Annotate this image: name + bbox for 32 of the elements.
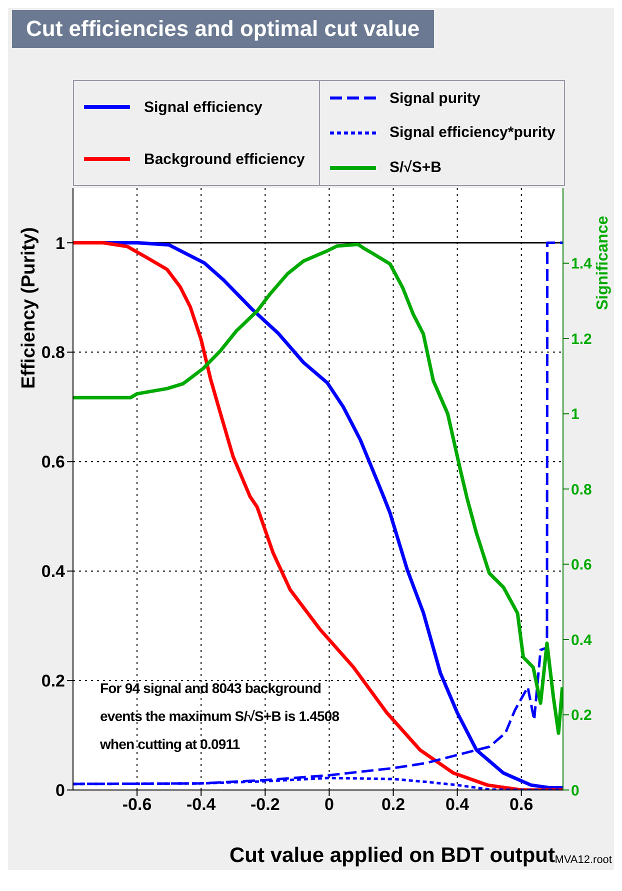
- y2-tick-label: 0.8: [571, 481, 592, 498]
- annotation: For 94 signal and 8043 background events the maximum S/√S+B is 1.4508 when cutting at 0.0911: [100, 679, 340, 754]
- y-tick-label: 0.4: [41, 562, 66, 582]
- y2-tick-label: 0.2: [571, 707, 592, 724]
- y2-tick-label: 1: [571, 406, 580, 424]
- x-tick-label: 0.6: [510, 795, 534, 814]
- chart-title: Cut efficiencies and optimal cut value: [12, 10, 434, 48]
- x-axis-title: Cut value applied on BDT output: [230, 844, 555, 867]
- x-tick-label: -0.4: [186, 795, 216, 814]
- y2-axis-title: Significance: [594, 216, 612, 310]
- legend-label: Signal efficiency: [144, 98, 262, 116]
- legend-label: Signal efficiency*purity: [390, 124, 556, 142]
- legend-label: Signal purity: [390, 90, 480, 107]
- y-tick-label: 0: [56, 781, 65, 800]
- y2-tick-label: 1.4: [571, 256, 593, 273]
- legend-label: Background efficiency: [144, 150, 305, 168]
- legend-label: S/√S+B: [390, 159, 442, 176]
- y-tick-label: 0.6: [41, 452, 65, 472]
- y-tick-label: 0.2: [41, 672, 65, 691]
- x-tick-label: -0.2: [250, 795, 280, 814]
- x-tick-label: -0.6: [122, 795, 152, 814]
- y2-tick-label: 0.6: [571, 556, 592, 574]
- y2-tick-label: 0.4: [571, 632, 593, 649]
- y-axis-title: Efficiency (Purity): [18, 227, 40, 389]
- y-tick-label: 0.8: [41, 343, 65, 362]
- y2-tick-label: 1.2: [571, 330, 592, 348]
- x-tick-label: 0: [324, 795, 334, 814]
- x-tick-label: 0.4: [445, 795, 470, 814]
- y2-tick-label: 0: [571, 782, 580, 800]
- y-tick-label: 1: [56, 234, 65, 253]
- text: MVA12.root: [554, 854, 612, 866]
- x-tick-label: 0.2: [381, 795, 406, 814]
